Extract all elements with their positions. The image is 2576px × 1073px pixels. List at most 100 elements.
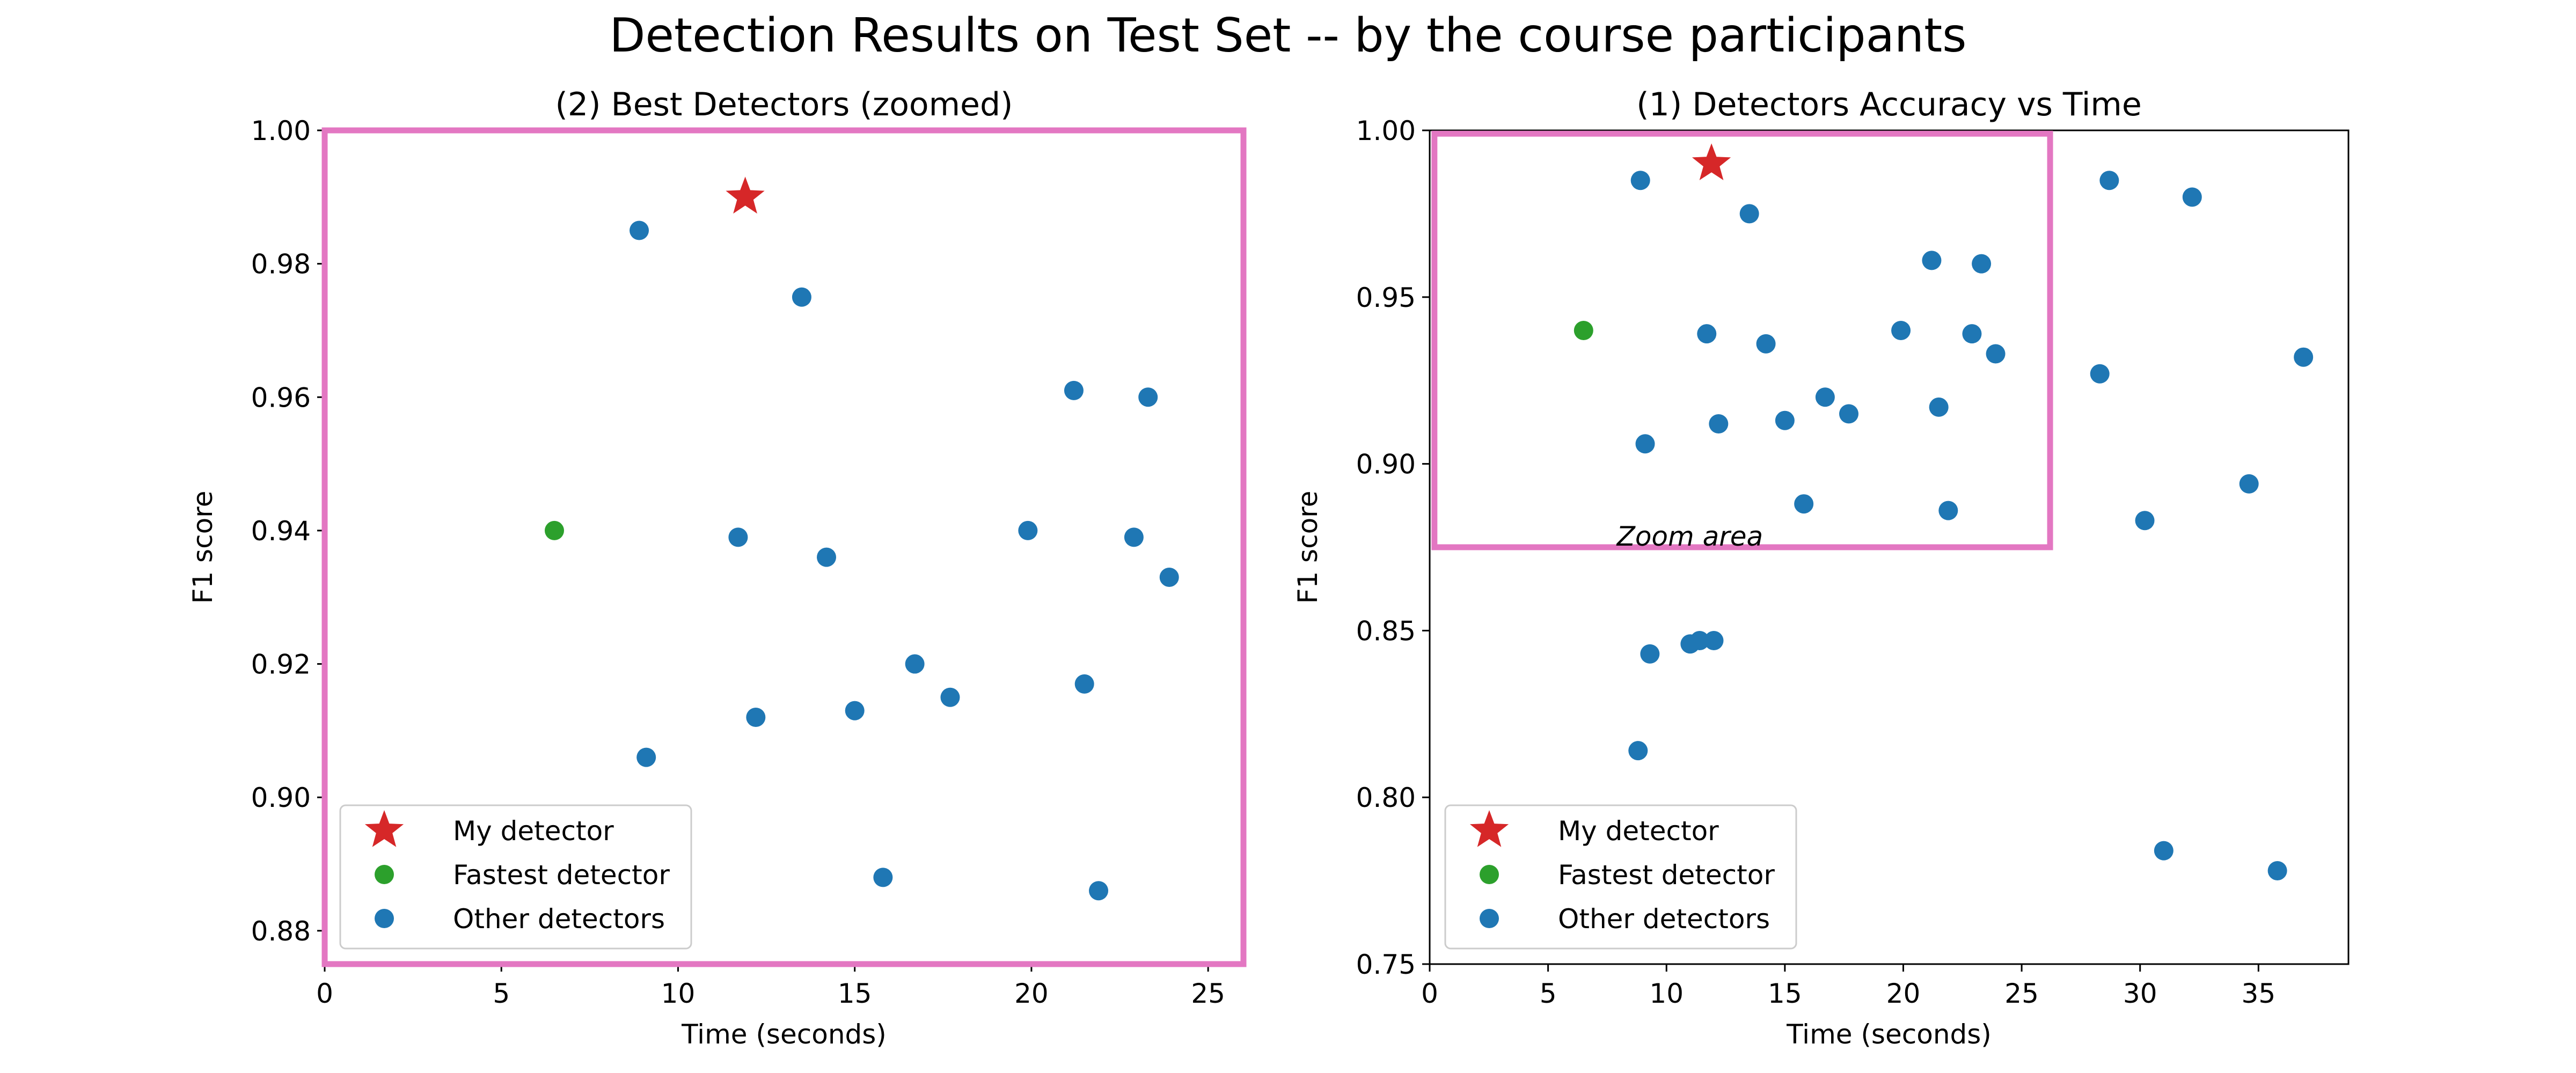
y-tick-label: 0.88 bbox=[251, 916, 311, 947]
point-other-detector bbox=[1756, 334, 1776, 354]
point-other-detector bbox=[1635, 434, 1655, 454]
point-other-detector bbox=[817, 547, 837, 567]
y-tick-label: 0.85 bbox=[1356, 615, 1416, 646]
point-other-detector bbox=[1089, 881, 1109, 901]
point-other-detector bbox=[2182, 187, 2202, 207]
point-other-detector bbox=[728, 527, 748, 547]
legend-label: Other detectors bbox=[1558, 903, 1770, 935]
zoom-area-label: Zoom area bbox=[1616, 521, 1763, 552]
y-tick-label: 0.90 bbox=[251, 782, 311, 813]
point-other-detector bbox=[1018, 520, 1038, 540]
legend-circle-marker bbox=[375, 909, 394, 928]
legend-box bbox=[1444, 804, 1797, 950]
point-other-detector bbox=[905, 654, 925, 674]
x-axis-label: Time (seconds) bbox=[681, 1019, 887, 1050]
point-other-detector bbox=[1124, 527, 1144, 547]
y-tick-label: 0.92 bbox=[251, 649, 311, 680]
y-tick-label: 0.95 bbox=[1356, 282, 1416, 313]
point-other-detector bbox=[845, 701, 865, 721]
point-other-detector bbox=[2154, 841, 2174, 861]
x-tick-label: 5 bbox=[1540, 978, 1557, 1009]
point-other-detector bbox=[1986, 344, 2006, 364]
point-other-detector bbox=[1739, 204, 1759, 224]
x-tick-label: 15 bbox=[838, 978, 872, 1009]
panel-title: (1) Detectors Accuracy vs Time bbox=[1636, 86, 2142, 123]
y-tick-label: 0.90 bbox=[1356, 449, 1416, 480]
y-tick-label: 1.00 bbox=[1356, 115, 1416, 146]
point-other-detector bbox=[1922, 251, 1942, 270]
zoom-highlight-frame bbox=[321, 127, 1247, 967]
axes-frame bbox=[1429, 129, 2350, 965]
zoom-area-box bbox=[1431, 130, 2053, 550]
x-tick-label: 35 bbox=[2242, 978, 2276, 1009]
point-other-detector bbox=[630, 221, 649, 240]
legend-circle-marker bbox=[1480, 865, 1499, 884]
panel-title: (2) Best Detectors (zoomed) bbox=[555, 86, 1013, 123]
point-my-detector bbox=[726, 177, 765, 214]
point-other-detector bbox=[873, 868, 893, 887]
y-axis-label: F1 score bbox=[187, 491, 218, 604]
legend-label: Fastest detector bbox=[1558, 859, 1775, 891]
y-tick-label: 1.00 bbox=[251, 115, 311, 146]
point-other-detector bbox=[1697, 324, 1717, 344]
point-other-detector bbox=[940, 687, 960, 707]
point-other-detector bbox=[1074, 674, 1094, 694]
x-tick-label: 30 bbox=[2123, 978, 2157, 1009]
x-tick-label: 0 bbox=[316, 978, 333, 1009]
point-other-detector bbox=[1794, 494, 1814, 514]
point-other-detector bbox=[1138, 387, 1158, 407]
point-other-detector bbox=[2099, 171, 2119, 190]
point-other-detector bbox=[2090, 364, 2110, 384]
x-tick-label: 25 bbox=[2004, 978, 2039, 1009]
y-tick-label: 0.94 bbox=[251, 516, 311, 547]
x-tick-label: 10 bbox=[1649, 978, 1684, 1009]
point-other-detector bbox=[1962, 324, 1982, 344]
y-tick-label: 0.96 bbox=[251, 382, 311, 413]
point-other-detector bbox=[1709, 414, 1729, 434]
legend-star-marker bbox=[364, 810, 404, 847]
y-axis-label: F1 score bbox=[1292, 491, 1323, 604]
legend-star-marker bbox=[1469, 810, 1509, 847]
legend-box bbox=[339, 804, 692, 950]
point-fastest-detector bbox=[1574, 320, 1593, 340]
point-other-detector bbox=[1839, 404, 1858, 424]
y-tick-label: 0.98 bbox=[251, 249, 311, 280]
point-other-detector bbox=[746, 708, 766, 727]
legend-label: Other detectors bbox=[453, 903, 665, 935]
x-tick-label: 15 bbox=[1768, 978, 1802, 1009]
legend-label: My detector bbox=[453, 815, 614, 847]
point-other-detector bbox=[1938, 501, 1958, 520]
point-other-detector bbox=[1891, 320, 1911, 340]
point-other-detector bbox=[1628, 741, 1648, 761]
x-axis-label: Time (seconds) bbox=[1786, 1019, 1992, 1050]
figure-suptitle: Detection Results on Test Set -- by the … bbox=[609, 8, 1966, 63]
legend-circle-marker bbox=[375, 865, 394, 884]
legend-label: Fastest detector bbox=[453, 859, 670, 891]
x-tick-label: 10 bbox=[661, 978, 696, 1009]
point-other-detector bbox=[2267, 861, 2287, 880]
point-other-detector bbox=[1972, 254, 1992, 274]
point-other-detector bbox=[792, 287, 811, 307]
point-other-detector bbox=[1704, 631, 1724, 651]
x-tick-label: 25 bbox=[1191, 978, 1225, 1009]
x-tick-label: 20 bbox=[1014, 978, 1049, 1009]
x-tick-label: 5 bbox=[493, 978, 510, 1009]
point-other-detector bbox=[1815, 387, 1835, 407]
point-other-detector bbox=[1775, 410, 1795, 430]
point-other-detector bbox=[2294, 347, 2314, 367]
y-tick-label: 0.75 bbox=[1356, 949, 1416, 980]
point-other-detector bbox=[2239, 474, 2259, 494]
point-fastest-detector bbox=[545, 520, 564, 540]
point-other-detector bbox=[1630, 171, 1650, 190]
point-other-detector bbox=[2135, 511, 2155, 531]
panel-accuracy-vs-time: (1) Detectors Accuracy vs Time 0 5 10 15 20 25… bbox=[1292, 86, 2350, 1050]
point-other-detector bbox=[1064, 380, 1084, 400]
point-other-detector bbox=[1929, 397, 1949, 417]
legend-label: My detector bbox=[1558, 815, 1719, 847]
point-other-detector bbox=[1159, 567, 1179, 587]
x-tick-label: 20 bbox=[1886, 978, 1921, 1009]
point-other-detector bbox=[636, 747, 656, 767]
x-tick-label: 0 bbox=[1421, 978, 1438, 1009]
legend-circle-marker bbox=[1480, 909, 1499, 928]
